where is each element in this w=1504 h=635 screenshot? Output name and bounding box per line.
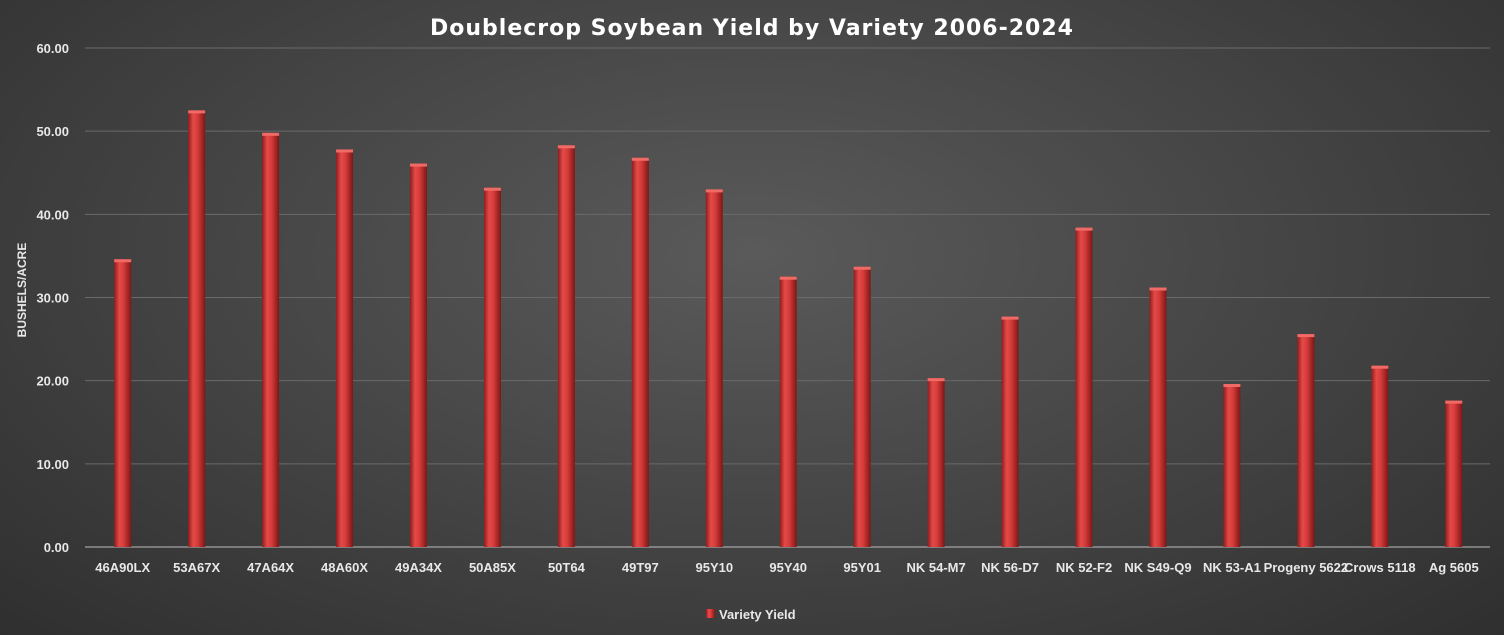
x-tick-label: 48A60X — [321, 560, 368, 575]
bar-highlight — [853, 266, 871, 270]
bar-highlight — [1075, 227, 1093, 231]
bar-highlight — [262, 132, 280, 136]
bar-highlight — [1149, 287, 1167, 291]
y-tick-label: 20.00 — [36, 374, 69, 389]
bar-highlight — [409, 163, 427, 167]
bar — [853, 266, 871, 547]
bar — [631, 157, 649, 547]
x-tick-label: 95Y01 — [843, 560, 881, 575]
bar — [1001, 316, 1019, 547]
bar-highlight — [114, 259, 132, 263]
x-tick-label: 95Y40 — [769, 560, 807, 575]
x-tick-label: 47A64X — [247, 560, 294, 575]
y-tick-label: 40.00 — [36, 207, 69, 222]
bar — [409, 163, 427, 547]
x-tick-label: Progeny 5622 — [1264, 560, 1349, 575]
y-axis-ticks: 0.00 10.00 20.00 30.00 40.00 50.00 60.00 — [36, 41, 69, 555]
bars — [114, 110, 1463, 548]
bar-highlight — [1223, 383, 1241, 387]
x-tick-label: 50A85X — [469, 560, 516, 575]
x-tick-label: Ag 5605 — [1429, 560, 1479, 575]
x-tick-label: NK S49-Q9 — [1124, 560, 1191, 575]
legend-swatch — [706, 609, 715, 618]
bar — [1297, 334, 1315, 547]
y-tick-label: 50.00 — [36, 124, 69, 139]
y-tick-label: 30.00 — [36, 291, 69, 306]
x-tick-label: NK 54-M7 — [907, 560, 966, 575]
bar — [1223, 383, 1241, 547]
x-tick-label: 50T64 — [548, 560, 586, 575]
bar — [1075, 227, 1093, 547]
bar — [114, 259, 132, 547]
x-tick-label: 95Y10 — [695, 560, 733, 575]
bar — [483, 187, 501, 547]
bar — [262, 132, 280, 547]
x-tick-label: NK 53-A1 — [1203, 560, 1261, 575]
y-tick-label: 10.00 — [36, 457, 69, 472]
legend-label: Variety Yield — [719, 607, 796, 622]
x-tick-label: NK 56-D7 — [981, 560, 1039, 575]
bar-highlight — [483, 187, 501, 191]
bar-highlight — [188, 110, 206, 114]
bar-highlight — [927, 378, 945, 382]
bar — [336, 149, 354, 548]
y-axis-label: BUSHELS/ACRE — [15, 243, 29, 338]
bar — [927, 378, 945, 547]
bar-highlight — [779, 276, 797, 280]
x-axis-ticks: 46A90LX 53A67X 47A64X 48A60X 49A34X 50A85X 50T… — [95, 560, 1478, 575]
bar-highlight — [1445, 400, 1463, 404]
bar-highlight — [1297, 334, 1315, 338]
bar — [557, 145, 575, 547]
bar-highlight — [1001, 316, 1019, 320]
x-tick-label: 53A67X — [173, 560, 220, 575]
bar — [1149, 287, 1167, 547]
x-tick-label: NK 52-F2 — [1056, 560, 1112, 575]
bar — [1371, 365, 1389, 547]
bar-highlight — [336, 149, 354, 153]
bar — [1445, 400, 1463, 547]
bar-highlight — [557, 145, 575, 149]
y-tick-label: 60.00 — [36, 41, 69, 56]
legend: Variety Yield — [706, 607, 796, 622]
y-tick-label: 0.00 — [44, 540, 69, 555]
bar — [188, 110, 206, 547]
chart-title: Doublecrop Soybean Yield by Variety 2006… — [430, 16, 1074, 41]
x-tick-label: 46A90LX — [95, 560, 150, 575]
x-tick-label: 49A34X — [395, 560, 442, 575]
x-tick-label: Crows 5118 — [1344, 560, 1416, 575]
bar-highlight — [1371, 365, 1389, 369]
bar — [779, 276, 797, 547]
bar — [705, 189, 723, 547]
bar-highlight — [631, 157, 649, 161]
bar-highlight — [705, 189, 723, 193]
x-tick-label: 49T97 — [622, 560, 659, 575]
